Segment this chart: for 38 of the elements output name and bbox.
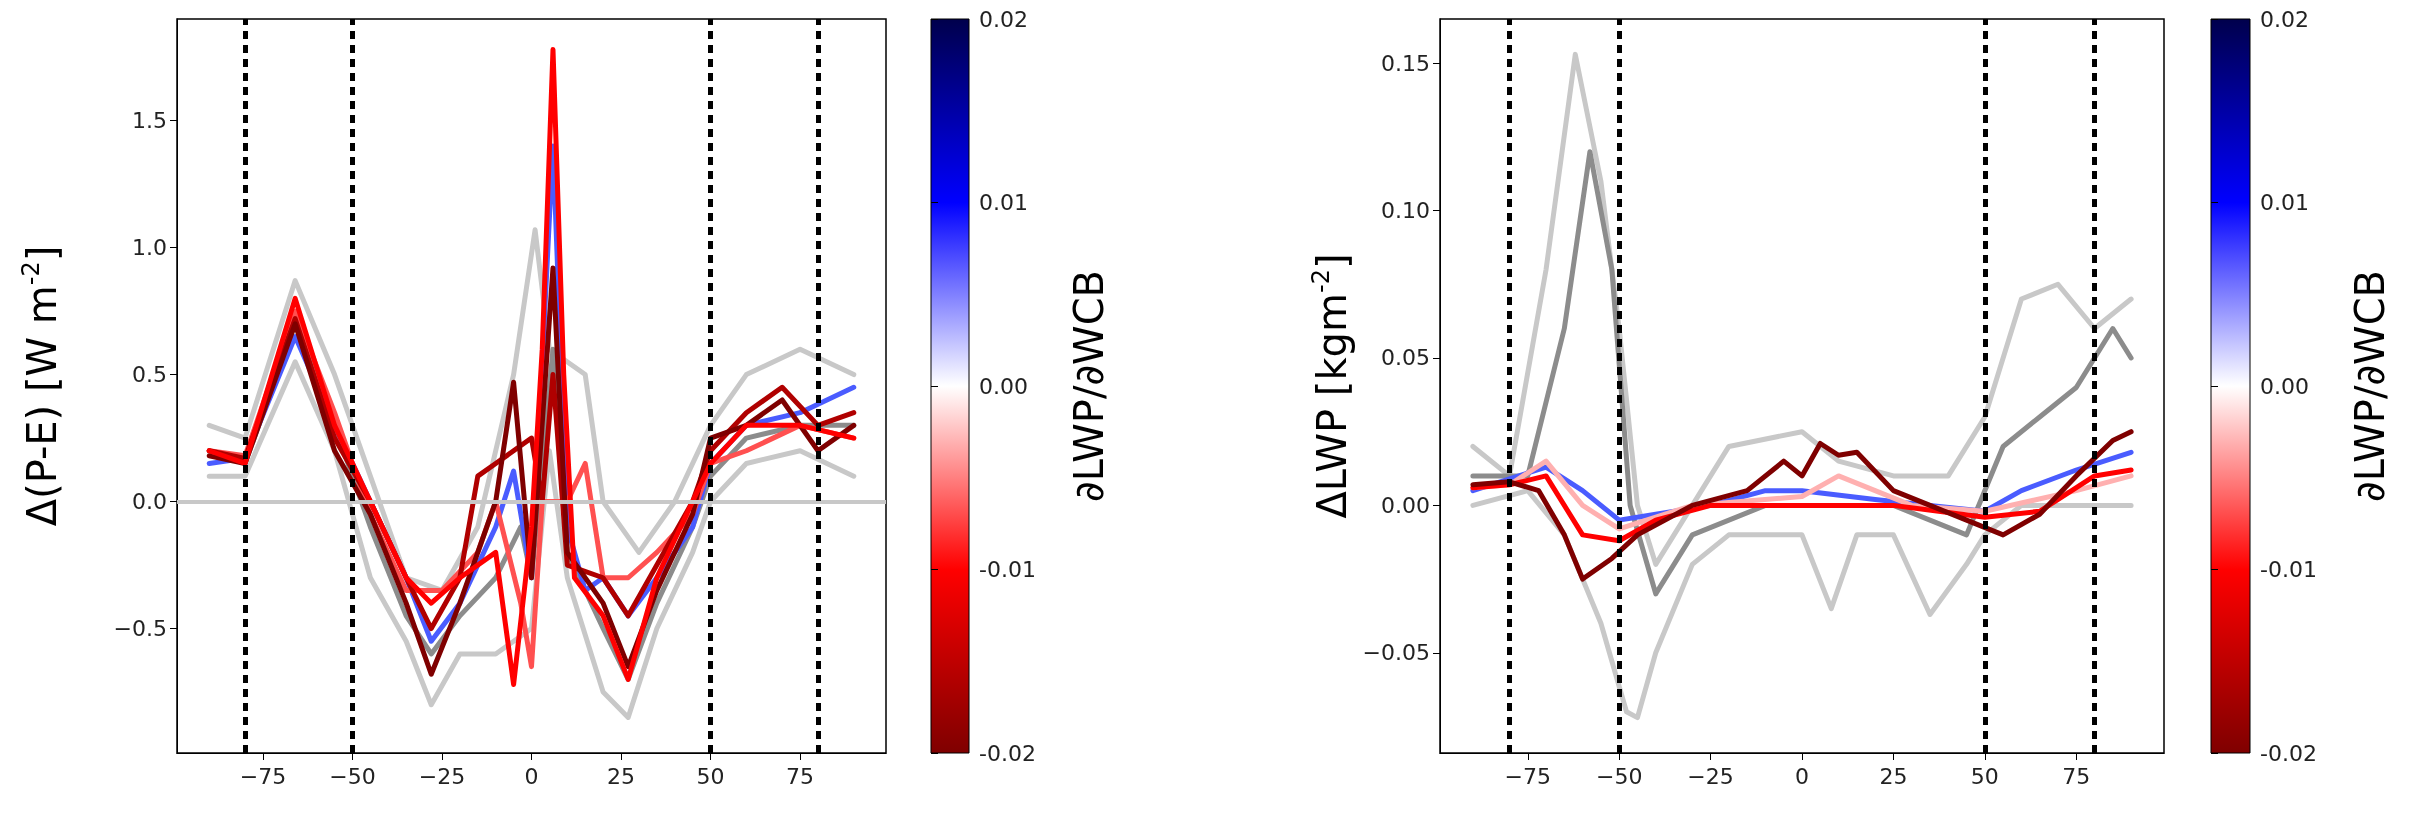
y-tick-label: −0.5 xyxy=(113,616,167,642)
color-bar-label: 0.02 xyxy=(979,6,1028,32)
x-tick-label: −25 xyxy=(1687,763,1734,789)
x-tick-label: 50 xyxy=(1970,763,1999,789)
y-tick-label: 1.0 xyxy=(132,235,167,261)
color-bar-title: ∂LWP/∂WCB xyxy=(2347,269,2393,503)
color-bar-title: ∂LWP/∂WCB xyxy=(1066,269,1112,503)
x-tick-label: 0 xyxy=(1795,763,1809,789)
x-tick-label: −75 xyxy=(1504,763,1551,789)
y-tick-label: 0.00 xyxy=(1381,492,1430,518)
y-tick-label: 0.0 xyxy=(132,489,167,515)
x-tick-label: 75 xyxy=(786,763,815,789)
color-bar-label: 0.00 xyxy=(2260,373,2309,399)
x-tick-label: −75 xyxy=(239,763,287,789)
color-bar-label: 0.00 xyxy=(979,373,1028,399)
color-bar-label: 0.01 xyxy=(979,190,1028,215)
color-bar-label: -0.01 xyxy=(979,557,1036,582)
color-bar-label: -0.02 xyxy=(2260,740,2317,766)
y-tick-label: 0.5 xyxy=(132,362,167,388)
y-axis-title: Δ(P-E) [W m-2] xyxy=(17,245,65,527)
color-bar-label: 0.01 xyxy=(2260,190,2309,215)
y-axis-title: ΔLWP [kgm-2] xyxy=(1306,253,1355,519)
y-tick-label: 0.05 xyxy=(1381,345,1430,371)
x-tick-label: 0 xyxy=(524,763,539,789)
color-bar-label: -0.01 xyxy=(2260,557,2317,582)
y-tick-label: 1.5 xyxy=(132,108,167,134)
color-bar-label: 0.02 xyxy=(2260,6,2309,32)
x-tick-label: 25 xyxy=(1879,763,1908,789)
x-tick-label: −50 xyxy=(329,763,376,789)
y-tick-label: 0.10 xyxy=(1381,198,1430,224)
x-tick-label: 25 xyxy=(607,763,636,789)
y-tick-label: −0.05 xyxy=(1362,640,1430,666)
x-tick-label: 75 xyxy=(2062,763,2091,789)
x-tick-label: −50 xyxy=(1595,763,1643,789)
x-tick-label: 50 xyxy=(696,763,725,789)
color-bar-label: -0.02 xyxy=(979,740,1036,766)
y-tick-label: 0.15 xyxy=(1381,50,1430,76)
x-tick-label: −25 xyxy=(418,763,466,789)
